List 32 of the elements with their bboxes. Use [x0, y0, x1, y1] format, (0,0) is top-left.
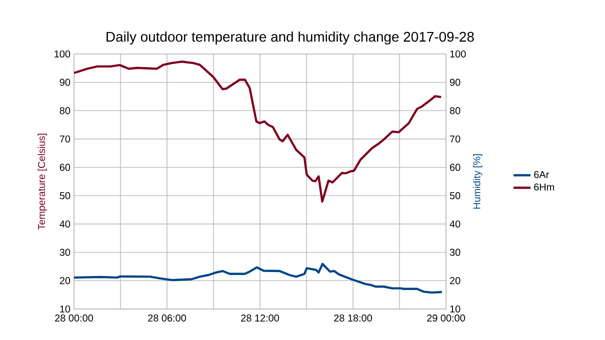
- legend-label: 6Hm: [534, 183, 554, 191]
- y-tick-label: 60: [60, 164, 70, 171]
- line-series: [74, 262, 443, 294]
- chart-title: Daily outdoor temperature and humidity change 2017-09-28: [106, 31, 474, 44]
- y-tick-label: 50: [60, 192, 70, 200]
- y2-axis-title: Humidity [%]: [472, 154, 482, 209]
- y2-tick-label: 30: [450, 248, 460, 256]
- y2-tick-label: 70: [450, 135, 460, 143]
- y-tick-label: 10: [60, 305, 70, 313]
- y2-tick-label: 50: [450, 192, 460, 200]
- y-axis-title: Temperature [Celsius]: [38, 134, 48, 230]
- y2-tick-label: 90: [450, 78, 460, 86]
- y-tick-label: 80: [60, 107, 70, 114]
- y2-tick-label: 100: [450, 50, 466, 58]
- y2-tick-label: 60: [450, 164, 460, 171]
- y2-tick-label: 20: [450, 277, 460, 284]
- y-tick-label: 40: [60, 220, 70, 228]
- line-series: [74, 60, 442, 203]
- y2-tick-label: 80: [450, 107, 460, 114]
- x-tick-label: 28 12:00: [241, 314, 279, 322]
- y-tick-label: 100: [54, 50, 70, 58]
- y-tick-label: 90: [60, 78, 70, 86]
- y-tick-label: 20: [60, 277, 70, 284]
- y2-tick-label: 10: [450, 305, 460, 313]
- y-tick-label: 30: [60, 248, 70, 256]
- y-tick-label: 70: [60, 135, 70, 143]
- x-tick-label: 28 00:00: [55, 314, 93, 322]
- x-tick-label: 28 06:00: [148, 314, 186, 322]
- x-tick-label: 28 18:00: [334, 314, 372, 322]
- y2-tick-label: 40: [450, 220, 460, 228]
- x-tick-label: 29 00:00: [427, 314, 465, 322]
- legend-label: 6Ar: [534, 171, 549, 178]
